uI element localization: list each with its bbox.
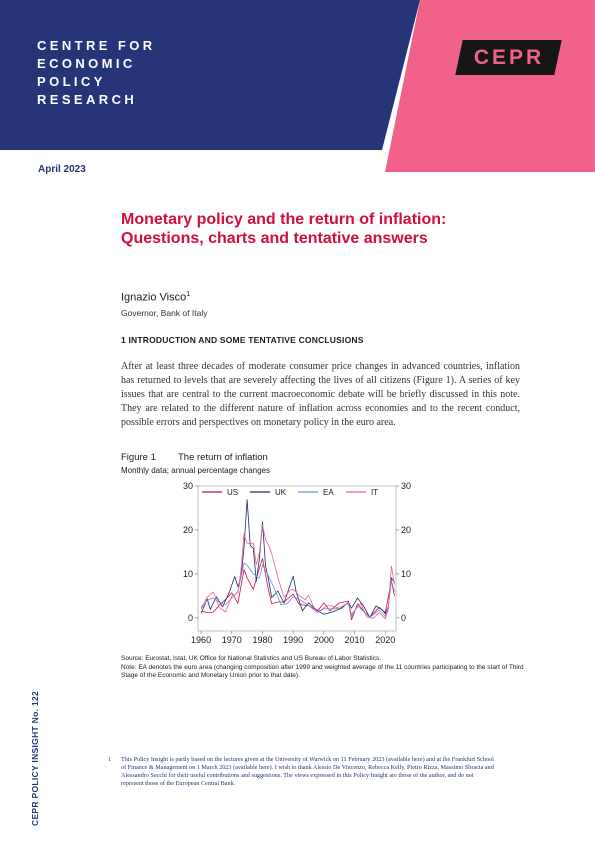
figure-title: The return of inflation xyxy=(178,452,268,463)
y-tick-label-right: 10 xyxy=(401,569,411,579)
legend-label-it: IT xyxy=(371,488,378,497)
organization-name-line: RESEARCH xyxy=(37,92,138,107)
figure-source-text: Source: Eurostat, Istat, UK Office for N… xyxy=(121,655,381,662)
series-label: CEPR POLICY INSIGHT No. 122 xyxy=(30,691,40,826)
y-tick-label-right: 30 xyxy=(401,481,411,491)
x-tick-label: 1960 xyxy=(191,635,211,645)
x-tick-label: 2020 xyxy=(375,635,395,645)
legend-label-uk: UK xyxy=(275,488,287,497)
figure-source: Source: Eurostat, Istat, UK Office for N… xyxy=(121,655,541,681)
series-line-it xyxy=(200,524,395,620)
footnote-number: 1 xyxy=(108,756,112,763)
y-tick-label-left: 0 xyxy=(188,613,193,623)
organization-name-line: POLICY xyxy=(37,74,106,89)
organization-name-line: CENTRE FOR xyxy=(37,38,156,53)
x-tick-label: 1990 xyxy=(283,635,303,645)
footnote: 1 This Policy Insight is partly based on… xyxy=(108,756,496,788)
y-tick-label-left: 20 xyxy=(183,525,193,535)
author-name: Ignazio Visco xyxy=(121,291,187,304)
x-tick-label: 1980 xyxy=(252,635,272,645)
legend-label-us: US xyxy=(227,488,238,497)
x-tick-label: 1970 xyxy=(222,635,242,645)
series-line-uk xyxy=(200,499,395,618)
author-affiliation: Governor, Bank of Italy xyxy=(121,308,208,318)
y-tick-label-right: 20 xyxy=(401,525,411,535)
y-tick-label-left: 10 xyxy=(183,569,193,579)
footnote-text: This Policy Insight is partly based on t… xyxy=(121,756,494,787)
plot-frame xyxy=(197,485,397,632)
header-navy-band xyxy=(0,0,420,150)
document-title: Monetary policy and the return of inflat… xyxy=(121,211,447,247)
figure-label: Figure 1 xyxy=(121,452,156,463)
x-tick-label: 2000 xyxy=(314,635,334,645)
cepr-logo-text: CEPR xyxy=(473,46,545,69)
author: Ignazio Visco1 xyxy=(121,291,190,304)
y-tick-label-left: 30 xyxy=(183,481,193,491)
series-line-ea xyxy=(200,562,395,618)
author-footnote-mark: 1 xyxy=(186,291,191,298)
figure-subtitle: Monthly data; annual percentage changes xyxy=(121,466,270,475)
legend-label-ea: EA xyxy=(323,488,334,497)
figure-note-text: Note: EA denotes the euro area (changing… xyxy=(121,663,524,680)
organization-name: CENTRE FOR ECONOMIC POLICY RESEARCH xyxy=(37,37,156,109)
organization-name-line: ECONOMIC xyxy=(37,56,136,71)
y-tick-label-right: 0 xyxy=(401,613,406,623)
section-heading: 1 INTRODUCTION AND SOME TENTATIVE CONCLU… xyxy=(121,335,364,345)
x-tick-label: 2010 xyxy=(345,635,365,645)
body-paragraph: After at least three decades of moderate… xyxy=(121,361,520,428)
header-pink-band xyxy=(385,0,595,172)
publication-date: April 2023 xyxy=(38,164,86,175)
